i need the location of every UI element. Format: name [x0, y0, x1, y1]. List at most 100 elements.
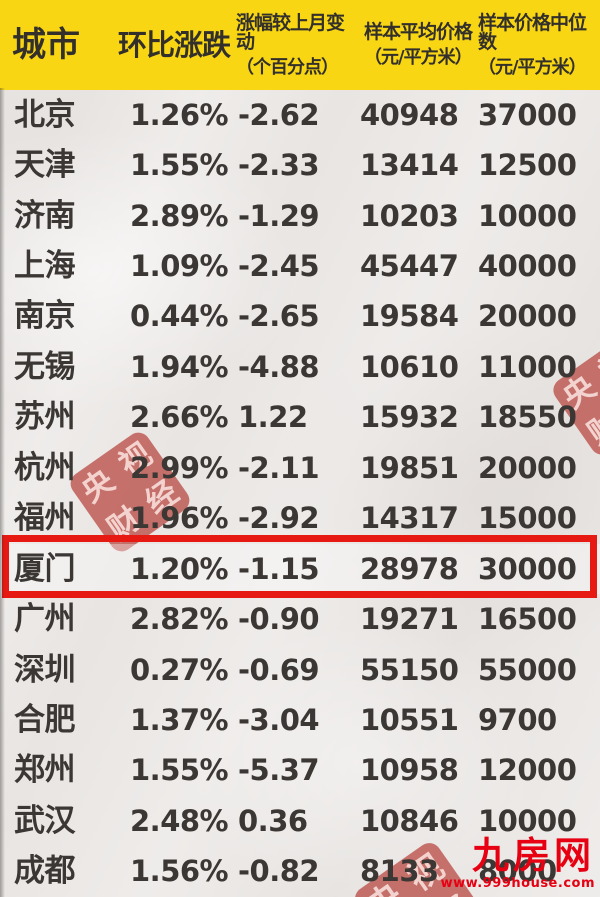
avg-price-cell: 10958 — [360, 753, 459, 788]
header-avg-price-unit: （元/平方米） — [364, 47, 473, 68]
city-cell: 天津 — [14, 147, 76, 184]
header-city: 城市 — [0, 28, 118, 62]
delta-cell: 1.22 — [238, 400, 308, 435]
table-row: 武汉 2.48% 0.36 10846 10000 — [0, 796, 600, 846]
avg-price-cell: 10610 — [360, 349, 459, 384]
city-cell: 深圳 — [14, 651, 76, 688]
table-body: 北京 1.26% -2.62 40948 37000 天津 1.55% -2.3… — [0, 90, 600, 897]
mom-change-cell: 1.20% — [130, 551, 229, 586]
header-median-price-label: 样本价格中位数 — [478, 11, 587, 53]
median-price-cell: 8000 — [478, 854, 557, 889]
avg-price-cell: 28978 — [360, 551, 459, 586]
median-price-cell: 12500 — [478, 148, 577, 183]
mom-change-cell: 0.44% — [130, 299, 229, 334]
header-delta-label: 涨幅较上月变动 — [236, 11, 345, 53]
median-price-cell: 12000 — [478, 753, 577, 788]
table-row: 北京 1.26% -2.62 40948 37000 — [0, 90, 600, 140]
city-cell: 苏州 — [14, 399, 76, 436]
mom-change-cell: 2.99% — [130, 450, 229, 485]
median-price-cell: 40000 — [478, 249, 577, 284]
city-cell: 上海 — [14, 248, 76, 285]
median-price-cell: 11000 — [478, 349, 577, 384]
city-cell: 济南 — [14, 197, 76, 234]
city-cell: 南京 — [14, 298, 76, 335]
city-cell: 成都 — [14, 853, 76, 890]
avg-price-cell: 10846 — [360, 803, 459, 838]
header-median-price: 样本价格中位数 （元/平方米） — [474, 11, 600, 77]
header-city-label: 城市 — [12, 25, 80, 65]
999house-logo: 九房网 www.999house.com — [441, 837, 595, 891]
median-price-cell: 18550 — [478, 400, 577, 435]
delta-cell: -2.92 — [238, 501, 320, 536]
delta-cell: -4.88 — [238, 349, 320, 384]
table-row: 天津 1.55% -2.33 13414 12500 — [0, 140, 600, 190]
median-price-cell: 30000 — [478, 551, 577, 586]
delta-cell: -1.15 — [238, 551, 320, 586]
median-price-cell: 20000 — [478, 299, 577, 334]
delta-cell: -0.69 — [238, 652, 320, 687]
city-cell: 无锡 — [14, 348, 76, 385]
table-row: 无锡 1.94% -4.88 10610 11000 — [0, 342, 600, 392]
mom-change-cell: 1.56% — [130, 854, 229, 889]
table-row: 福州 1.96% -2.92 14317 15000 — [0, 494, 600, 544]
mom-change-cell: 1.94% — [130, 349, 229, 384]
avg-price-cell: 45447 — [360, 249, 459, 284]
avg-price-cell: 19851 — [360, 450, 459, 485]
median-price-cell: 55000 — [478, 652, 577, 687]
table-row: 上海 1.09% -2.45 45447 40000 — [0, 241, 600, 291]
table-row: 郑州 1.55% -5.37 10958 12000 — [0, 746, 600, 796]
delta-cell: -2.65 — [238, 299, 320, 334]
mom-change-cell: 1.37% — [130, 702, 229, 737]
avg-price-cell: 10551 — [360, 702, 459, 737]
table-row: 合肥 1.37% -3.04 10551 9700 — [0, 695, 600, 745]
table-row: 南京 0.44% -2.65 19584 20000 — [0, 292, 600, 342]
city-cell: 北京 — [14, 96, 76, 133]
median-price-cell: 9700 — [478, 702, 557, 737]
table-row: 杭州 2.99% -2.11 19851 20000 — [0, 443, 600, 493]
999house-logo-text: 九房网 — [472, 834, 595, 877]
999house-logo-url: www.999house.com — [440, 876, 595, 891]
mom-change-cell: 1.09% — [130, 249, 229, 284]
mom-change-cell: 2.66% — [130, 400, 229, 435]
avg-price-cell: 10203 — [360, 198, 459, 233]
delta-cell: -2.11 — [238, 450, 320, 485]
city-cell: 郑州 — [14, 752, 76, 789]
city-cell: 福州 — [14, 500, 76, 537]
mom-change-cell: 2.48% — [130, 803, 229, 838]
city-cell: 厦门 — [14, 550, 76, 587]
mom-change-cell: 1.55% — [130, 148, 229, 183]
delta-cell: -5.37 — [238, 753, 320, 788]
delta-cell: 0.36 — [238, 803, 308, 838]
mom-change-cell: 2.89% — [130, 198, 229, 233]
table-row: 厦门 1.20% -1.15 28978 30000 — [0, 534, 600, 599]
header-avg-price-label: 样本平均价格 — [364, 21, 473, 43]
median-price-cell: 10000 — [478, 198, 577, 233]
median-price-cell: 37000 — [478, 97, 577, 132]
delta-cell: -2.62 — [238, 97, 320, 132]
median-price-cell: 16500 — [478, 602, 577, 637]
avg-price-cell: 19584 — [360, 299, 459, 334]
mom-change-cell: 1.26% — [130, 97, 229, 132]
avg-price-cell: 15932 — [360, 400, 459, 435]
avg-price-cell: 40948 — [360, 97, 459, 132]
delta-cell: -0.82 — [238, 854, 320, 889]
delta-cell: -0.90 — [238, 602, 320, 637]
delta-cell: -3.04 — [238, 702, 320, 737]
table-row: 苏州 2.66% 1.22 15932 18550 — [0, 393, 600, 443]
header-avg-price: 样本平均价格 （元/平方米） — [358, 23, 474, 67]
city-cell: 杭州 — [14, 449, 76, 486]
mom-change-cell: 1.96% — [130, 501, 229, 536]
delta-cell: -2.33 — [238, 148, 320, 183]
table-row: 广州 2.82% -0.90 19271 16500 — [0, 594, 600, 644]
header-mom-change: 环比涨跌 — [118, 27, 236, 62]
table-row: 深圳 0.27% -0.69 55150 55000 — [0, 645, 600, 695]
delta-cell: -2.45 — [238, 249, 320, 284]
city-cell: 广州 — [14, 601, 76, 638]
header-mom-change-label: 环比涨跌 — [118, 27, 231, 62]
table-row: 济南 2.89% -1.29 10203 10000 — [0, 191, 600, 241]
avg-price-cell: 19271 — [360, 602, 459, 637]
mom-change-cell: 0.27% — [130, 652, 229, 687]
avg-price-cell: 14317 — [360, 501, 459, 536]
mom-change-cell: 2.82% — [130, 602, 229, 637]
avg-price-cell: 13414 — [360, 148, 459, 183]
